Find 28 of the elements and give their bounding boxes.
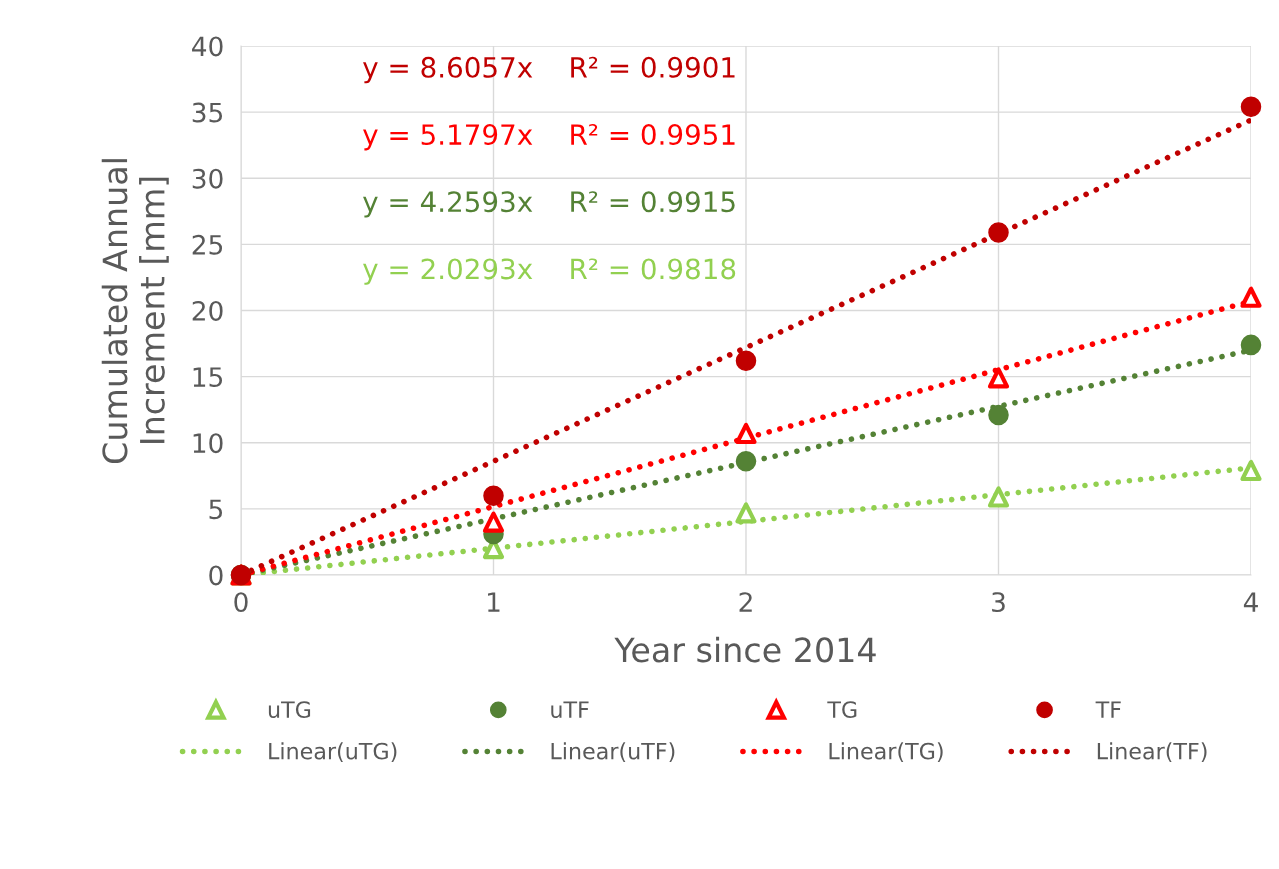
- annotation: y = 5.1797x R² = 0.9951: [363, 124, 735, 151]
- legend-label: TG: [827, 701, 857, 718]
- x-tick-label: 3: [992, 592, 1005, 613]
- y-tick-label: 15: [193, 367, 223, 388]
- y-tick-label: 5: [209, 499, 223, 520]
- annotation: y = 4.2593x R² = 0.9915: [363, 191, 735, 218]
- y-axis-title: Cumulated Annual Increment [mm]: [101, 159, 169, 464]
- y-tick-label: 0: [209, 565, 223, 586]
- y-tick-label: 25: [192, 234, 223, 255]
- annotation: y = 2.0293x R² = 0.9818: [363, 258, 736, 285]
- legend-label: TF: [1095, 701, 1121, 718]
- x-tick-label: 1: [488, 592, 500, 612]
- y-tick-label: 20: [192, 300, 223, 321]
- legend-label: uTG: [268, 701, 311, 718]
- x-tick-label: 4: [1243, 592, 1258, 612]
- legend-label: Linear(uTG): [269, 742, 397, 763]
- x-axis-title: Year since 2014: [614, 636, 876, 663]
- legend-label: Linear(uTF): [551, 742, 675, 763]
- legend-label: uTF: [551, 701, 589, 718]
- y-tick-label: 10: [193, 433, 223, 454]
- legend-label: Linear(TG): [829, 742, 943, 763]
- y-tick-label: 35: [192, 102, 223, 123]
- annotation: y = 8.6057x R² = 0.9901: [363, 56, 735, 84]
- y-tick-label: 40: [192, 36, 223, 57]
- x-tick-label: 0: [234, 592, 248, 613]
- y-tick-label: 30: [192, 168, 223, 189]
- legend-label: Linear(TF): [1097, 742, 1207, 763]
- x-tick-label: 2: [739, 592, 752, 612]
